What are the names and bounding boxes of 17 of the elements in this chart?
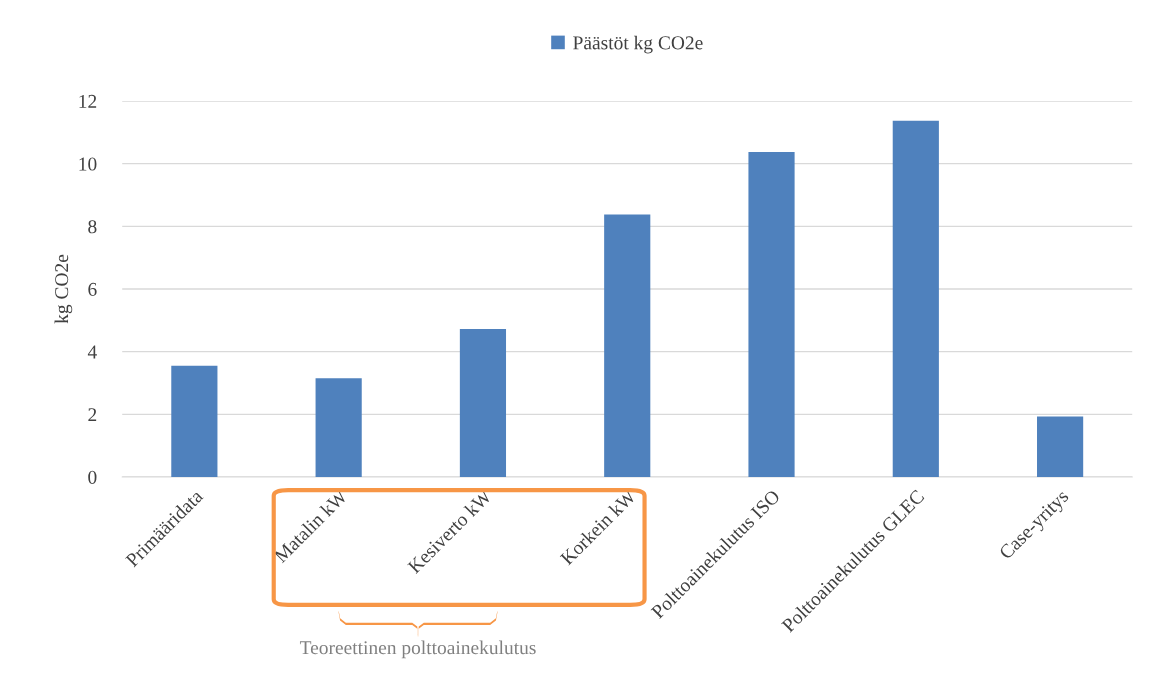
bar (604, 214, 651, 477)
y-tick-label: 10 (79, 157, 97, 171)
bar (748, 152, 795, 477)
legend-label: Päästöt kg CO2e (573, 35, 703, 54)
text: Teoreettinen polttoainekulutus (299, 640, 536, 659)
bar (171, 365, 218, 477)
y-tick-label: 0 (88, 470, 97, 484)
y-tick-label: 6 (88, 282, 97, 296)
y-axis-title: kg CO2e (54, 254, 73, 324)
y-tick-label: 4 (87, 345, 97, 359)
bar (459, 329, 507, 477)
y-tick-label: 2 (88, 408, 97, 422)
bar (315, 378, 362, 477)
y-tick-label: 8 (88, 220, 97, 234)
bar (1037, 416, 1084, 477)
bar (892, 120, 939, 477)
y-tick-label: 12 (79, 94, 97, 108)
